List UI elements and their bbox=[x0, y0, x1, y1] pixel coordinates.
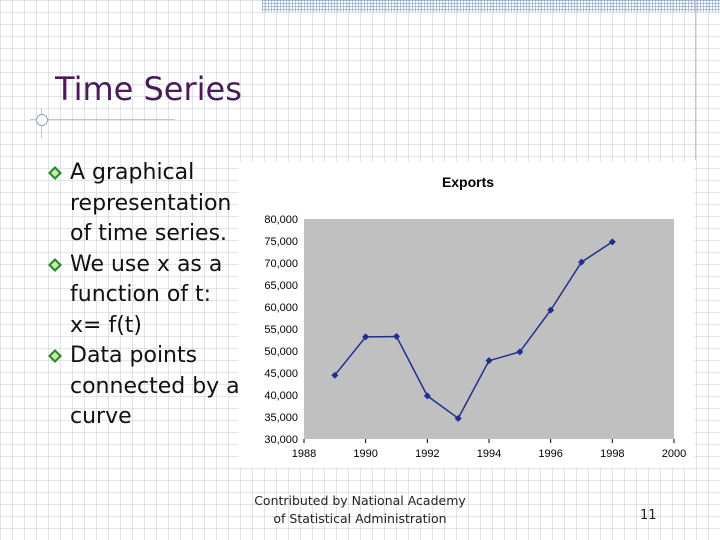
bullet-text: Data points connected by a curve bbox=[70, 343, 240, 429]
credit-line-1: Contributed by National Academy bbox=[254, 493, 466, 508]
title-underline bbox=[30, 119, 175, 120]
y-tick-label: 40,000 bbox=[264, 390, 298, 402]
y-tick-label: 60,000 bbox=[264, 302, 298, 314]
y-tick-label: 80,000 bbox=[264, 214, 298, 226]
right-vertical-rule bbox=[695, 0, 696, 160]
x-tick-label: 1994 bbox=[477, 448, 501, 460]
top-decorative-band bbox=[262, 0, 720, 12]
data-point bbox=[608, 238, 616, 246]
x-axis: 1988 1990 1992 1994 1996 1998 2000 bbox=[292, 439, 686, 460]
y-tick-label: 55,000 bbox=[264, 324, 298, 336]
diamond-bullet-icon bbox=[48, 257, 62, 272]
y-axis: 30,000 35,000 40,000 45,000 50,000 55,000 60,0… bbox=[264, 214, 298, 446]
data-point bbox=[578, 258, 585, 266]
data-point bbox=[331, 371, 339, 379]
bullet-text: We use x as a function of t: x= f(t) bbox=[70, 251, 223, 338]
x-tick-label: 1988 bbox=[292, 448, 316, 460]
data-point bbox=[423, 392, 431, 400]
page-number: 11 bbox=[640, 508, 657, 523]
chart-svg: Exports 30,000 35,000 40,000 45,000 50,000 55… bbox=[264, 174, 686, 460]
x-tick-label: 1990 bbox=[353, 448, 377, 460]
chart-title: Exports bbox=[442, 174, 494, 190]
data-point bbox=[485, 357, 493, 365]
bullet-item: Data points connected by a curve bbox=[48, 341, 243, 433]
diamond-bullet-icon bbox=[48, 349, 62, 363]
data-point bbox=[454, 414, 462, 422]
y-tick-label: 30,000 bbox=[264, 434, 298, 446]
data-point bbox=[362, 333, 370, 341]
plot-area bbox=[304, 219, 674, 439]
y-tick-label: 70,000 bbox=[264, 258, 298, 270]
slide-title: Time Series bbox=[55, 70, 242, 108]
data-point bbox=[547, 306, 555, 314]
x-tick-label: 2000 bbox=[662, 448, 686, 460]
bullet-item: A graphical representation of time serie… bbox=[48, 158, 243, 250]
title-circle-ornament bbox=[36, 114, 48, 126]
data-points bbox=[331, 238, 616, 422]
diamond-bullet-icon bbox=[48, 166, 62, 180]
bullet-list: A graphical representation of time serie… bbox=[48, 158, 243, 433]
exports-chart: Exports 30,000 35,000 40,000 45,000 50,000 55… bbox=[238, 162, 694, 468]
y-tick-label: 45,000 bbox=[264, 368, 298, 380]
y-tick-label: 75,000 bbox=[264, 236, 298, 248]
x-tick-label: 1992 bbox=[415, 448, 439, 460]
x-tick-label: 1998 bbox=[600, 448, 624, 460]
y-tick-label: 50,000 bbox=[264, 346, 298, 358]
credit-line-2: of Statistical Administration bbox=[273, 511, 447, 526]
data-point bbox=[393, 332, 400, 340]
bullet-text: A graphical representation of time serie… bbox=[70, 160, 232, 246]
x-tick-label: 1996 bbox=[538, 448, 562, 460]
bullet-item: We use x as a function of t: x= f(t) bbox=[48, 250, 243, 342]
data-point bbox=[516, 348, 524, 356]
series-line bbox=[334, 241, 613, 420]
y-tick-label: 65,000 bbox=[264, 280, 298, 292]
credit-text: Contributed by National Academy of Stati… bbox=[240, 492, 480, 528]
y-tick-label: 35,000 bbox=[264, 412, 298, 424]
